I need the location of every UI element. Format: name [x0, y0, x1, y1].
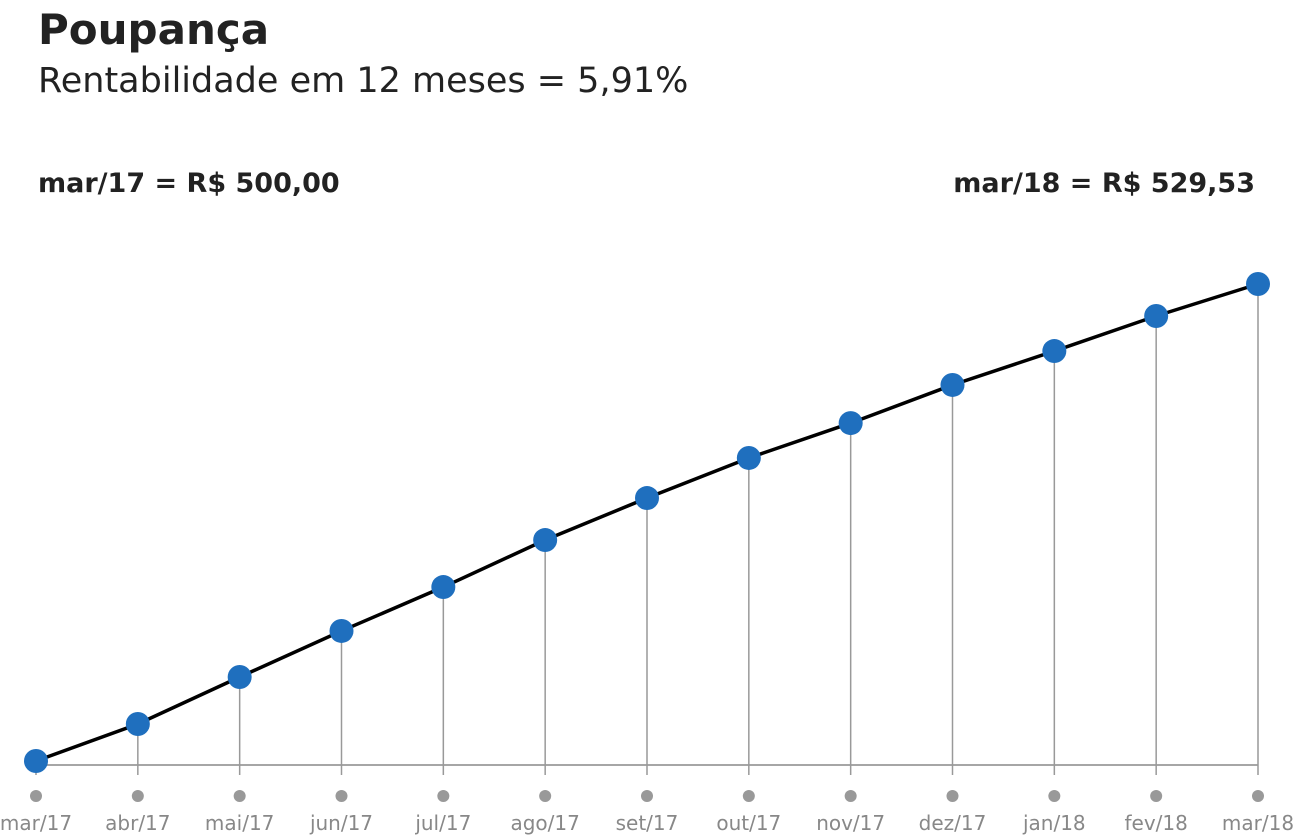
x-tick-dot [335, 790, 348, 802]
x-tick-label: jan/18 [1022, 811, 1086, 835]
x-tick-dot [641, 790, 653, 802]
chart-subtitle: Rentabilidade em 12 meses = 5,91% [38, 61, 688, 101]
x-tick-label: dez/17 [919, 811, 987, 835]
x-tick-dot [1150, 790, 1163, 802]
point [431, 575, 456, 600]
x-tick-label: abr/17 [105, 811, 170, 835]
x-tick-dot [742, 790, 755, 802]
chart-title: Poupança [38, 5, 269, 54]
x-tick-label: ago/17 [510, 811, 579, 835]
x-tick-dot [30, 790, 42, 802]
x-tick-label: mai/17 [205, 811, 274, 835]
point [329, 618, 354, 643]
x-tick-dot [131, 790, 144, 802]
x-tick-label: jun/17 [309, 811, 373, 835]
point [838, 411, 863, 436]
x-tick-dot [844, 790, 857, 802]
x-tick-dot [1048, 790, 1061, 802]
x-tick-label: set/17 [616, 811, 679, 835]
point [227, 665, 252, 690]
x-tick-dot [946, 790, 959, 802]
x-tick-dot [539, 790, 552, 802]
annotation: mar/18 = R$ 529,53 [953, 168, 1255, 199]
point [533, 528, 558, 553]
x-tick-label: mar/17 [0, 811, 72, 835]
x-tick-label: fev/18 [1124, 811, 1187, 835]
x-tick-label: out/17 [716, 811, 781, 835]
x-tick-label: nov/17 [816, 811, 885, 835]
point [940, 372, 965, 397]
x-tick-label: mar/18 [1222, 811, 1294, 835]
point [125, 712, 150, 737]
point [1042, 339, 1067, 364]
annotation: mar/17 = R$ 500,00 [38, 168, 340, 199]
point [1144, 303, 1169, 328]
x-tick-label: jul/17 [414, 811, 471, 835]
x-tick-dot [437, 790, 450, 802]
x-tick-dot [1252, 790, 1264, 802]
x-tick-dot [233, 790, 246, 802]
point [24, 749, 48, 773]
point [1246, 272, 1270, 296]
point [635, 486, 659, 511]
point [736, 445, 761, 470]
